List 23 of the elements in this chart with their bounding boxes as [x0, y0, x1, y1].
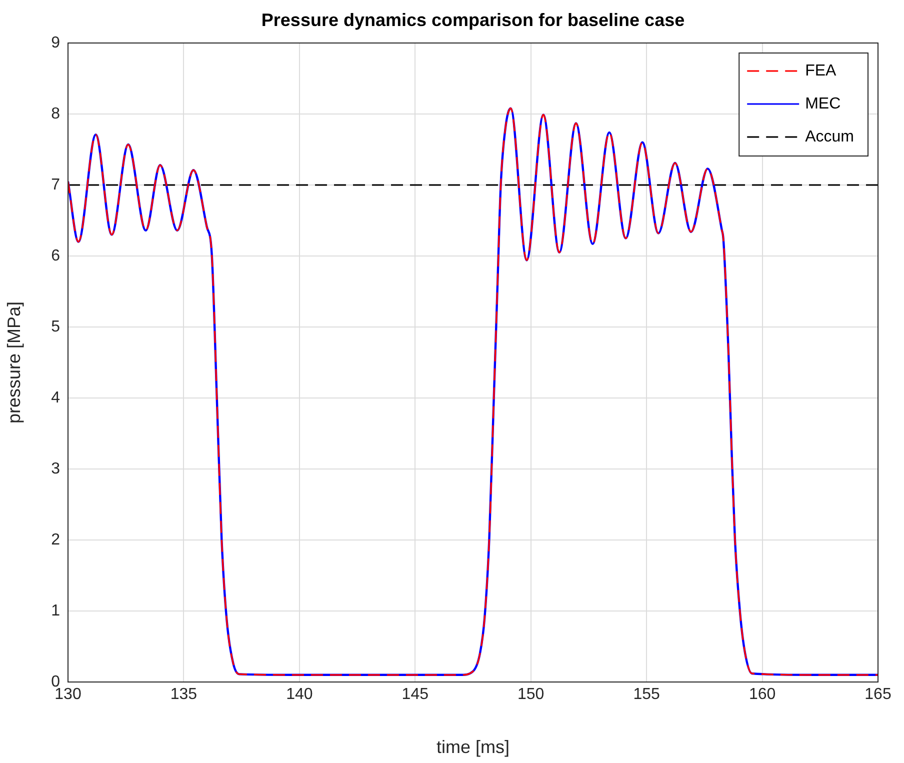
chart-title: Pressure dynamics comparison for baseline case	[261, 10, 685, 30]
y-tick-label: 2	[51, 531, 60, 548]
legend-label: MEC	[805, 95, 841, 112]
x-tick-label: 135	[170, 686, 198, 704]
y-tick-label: 3	[51, 460, 60, 478]
x-tick-label: 145	[402, 686, 429, 704]
x-tick-label: 165	[864, 686, 892, 704]
x-tick-label: 160	[748, 686, 776, 704]
x-tick-label: 155	[633, 686, 660, 704]
y-tick-label: 1	[51, 602, 60, 620]
legend-label: FEA	[805, 62, 837, 80]
y-tick-label: 7	[51, 176, 60, 194]
x-tick-label: 150	[518, 686, 544, 704]
x-tick-label: 130	[54, 686, 82, 704]
y-tick-label: 9	[51, 34, 60, 52]
y-tick-label: 8	[51, 105, 60, 122]
y-axis-title: pressure [MPa]	[4, 301, 24, 424]
x-axis-title: time [ms]	[436, 737, 510, 758]
x-tick-label: 140	[286, 686, 313, 704]
y-tick-label: 4	[51, 389, 60, 406]
y-tick-label: 5	[51, 318, 60, 336]
legend-label: Accum	[805, 128, 854, 146]
y-tick-label: 6	[51, 247, 60, 264]
